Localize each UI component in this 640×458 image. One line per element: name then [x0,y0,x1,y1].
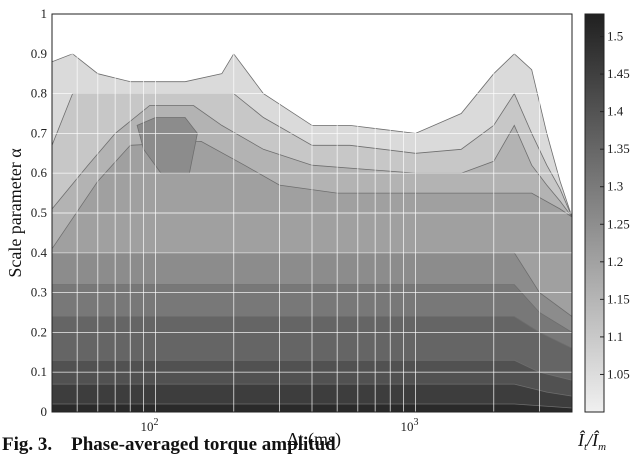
y-tick-label: 0.4 [31,245,48,260]
x-axis-ticks: 102 103 [140,417,418,434]
colorbar-label-main-2: Î [591,429,600,450]
x-axis-label: Δt (ms) [287,429,341,450]
y-tick-label: 0.9 [31,46,47,61]
colorbar-tick-label: 1.35 [607,141,630,156]
colorbar-label-sub1: t [584,441,588,453]
y-tick-label: 0.3 [31,285,47,300]
y-tick-label: 0.7 [31,125,48,140]
y-tick-label: 0 [41,404,48,419]
colorbar-tick-label: 1.15 [607,291,630,306]
y-tick-label: 0.8 [31,86,47,101]
colorbar-tick-label: 1.4 [607,104,624,119]
colorbar-label-sub2: m [598,441,606,453]
figure-caption: Fig. 3. Phase-averaged torque amplitud [2,434,336,455]
y-axis-label: Scale parameter α [5,148,25,278]
x-tick-label: 102 [140,417,158,434]
colorbar-label: Ît/Îm [577,429,606,453]
colorbar-gradient [584,13,605,413]
colorbar: 1.05 1.1 1.15 1.2 1.25 1.3 1.35 1.4 1.45 1.5 Ît/Î… [577,13,630,453]
colorbar-tick-label: 1.2 [607,254,623,269]
colorbar-tick-label: 1.45 [607,66,630,81]
colorbar-tick-label: 1.1 [607,329,623,344]
colorbar-label-sep: / [586,430,594,450]
colorbar-ticks: 1.05 1.1 1.15 1.2 1.25 1.3 1.35 1.4 1.45 1.5 [600,29,630,381]
x-tick-label: 103 [400,417,418,434]
contour-island-1.25 [136,117,198,174]
colorbar-tick-label: 1.3 [607,179,623,194]
y-tick-label: 0.6 [31,165,48,180]
colorbar-tick-label: 1.5 [607,29,623,44]
y-tick-label: 0.2 [31,324,47,339]
grid [52,14,572,412]
colorbar-tick-label: 1.05 [607,366,630,381]
y-tick-label: 1 [41,6,48,21]
y-tick-label: 0.5 [31,205,47,220]
y-axis-ticks: 0 0.1 0.2 0.3 0.4 0.5 0.6 0.7 0.8 0.9 1 [31,6,48,419]
y-tick-label: 0.1 [31,364,47,379]
plot-frame [51,13,573,413]
colorbar-label-main: Î [577,429,586,450]
plot-area [51,13,573,413]
colorbar-tick-label: 1.25 [607,216,630,231]
